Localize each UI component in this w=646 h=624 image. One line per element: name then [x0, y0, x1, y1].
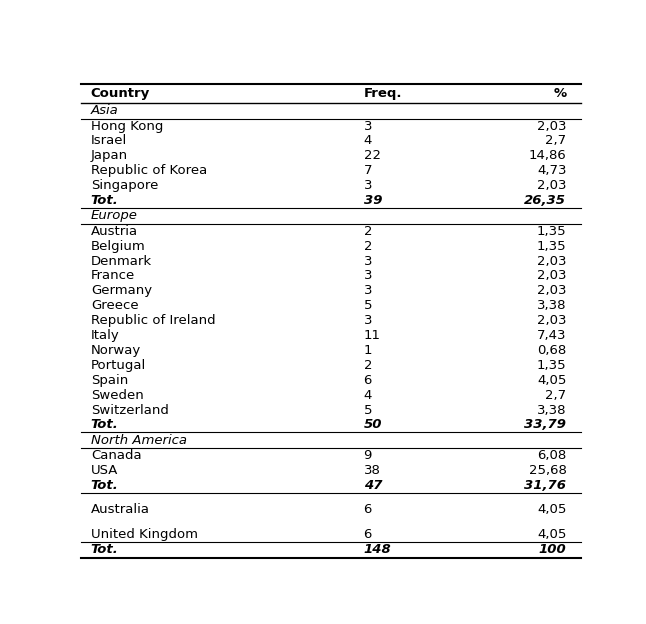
Text: 22: 22: [364, 149, 380, 162]
Text: 3: 3: [364, 285, 372, 298]
Text: %: %: [553, 87, 567, 100]
Text: Norway: Norway: [90, 344, 141, 357]
Text: 3: 3: [364, 314, 372, 327]
Text: 2: 2: [364, 225, 372, 238]
Text: Tot.: Tot.: [90, 544, 118, 557]
Text: 4,05: 4,05: [537, 528, 567, 541]
Text: 2,03: 2,03: [537, 120, 567, 132]
Text: Switzerland: Switzerland: [90, 404, 169, 416]
Text: 1,35: 1,35: [537, 359, 567, 372]
Text: 4,05: 4,05: [537, 374, 567, 387]
Text: Austria: Austria: [90, 225, 138, 238]
Text: Asia: Asia: [90, 104, 118, 117]
Text: 100: 100: [539, 544, 567, 557]
Text: 50: 50: [364, 419, 382, 431]
Text: Europe: Europe: [90, 210, 138, 222]
Text: 4: 4: [364, 134, 372, 147]
Text: 4,73: 4,73: [537, 164, 567, 177]
Text: Sweden: Sweden: [90, 389, 143, 402]
Text: Japan: Japan: [90, 149, 128, 162]
Text: 1,35: 1,35: [537, 240, 567, 253]
Text: 2,03: 2,03: [537, 179, 567, 192]
Text: 2,7: 2,7: [545, 389, 567, 402]
Text: 2,7: 2,7: [545, 134, 567, 147]
Text: 4,05: 4,05: [537, 504, 567, 517]
Text: Belgium: Belgium: [90, 240, 145, 253]
Text: 3,38: 3,38: [537, 404, 567, 416]
Text: 6: 6: [364, 504, 372, 517]
Text: North America: North America: [90, 434, 187, 447]
Text: United Kingdom: United Kingdom: [90, 528, 198, 541]
Text: 1,35: 1,35: [537, 225, 567, 238]
Text: 2,03: 2,03: [537, 314, 567, 327]
Text: Canada: Canada: [90, 449, 141, 462]
Text: Tot.: Tot.: [90, 479, 118, 492]
Text: 3: 3: [364, 255, 372, 268]
Text: Tot.: Tot.: [90, 419, 118, 431]
Text: 3: 3: [364, 120, 372, 132]
Text: 7: 7: [364, 164, 372, 177]
Text: 2: 2: [364, 359, 372, 372]
Text: 33,79: 33,79: [525, 419, 567, 431]
Text: 6: 6: [364, 528, 372, 541]
Text: 3: 3: [364, 179, 372, 192]
Text: Portugal: Portugal: [90, 359, 146, 372]
Text: 5: 5: [364, 404, 372, 416]
Text: 0,68: 0,68: [537, 344, 567, 357]
Text: 5: 5: [364, 300, 372, 312]
Text: Singapore: Singapore: [90, 179, 158, 192]
Text: Italy: Italy: [90, 329, 120, 342]
Text: 148: 148: [364, 544, 391, 557]
Text: Country: Country: [90, 87, 150, 100]
Text: Australia: Australia: [90, 504, 150, 517]
Text: 2: 2: [364, 240, 372, 253]
Text: USA: USA: [90, 464, 118, 477]
Text: 9: 9: [364, 449, 372, 462]
Text: 11: 11: [364, 329, 380, 342]
Text: Tot.: Tot.: [90, 194, 118, 207]
Text: Freq.: Freq.: [364, 87, 402, 100]
Text: 38: 38: [364, 464, 380, 477]
Text: 2,03: 2,03: [537, 270, 567, 283]
Text: 6,08: 6,08: [537, 449, 567, 462]
Text: 4: 4: [364, 389, 372, 402]
Text: Germany: Germany: [90, 285, 152, 298]
Text: 2,03: 2,03: [537, 255, 567, 268]
Text: 26,35: 26,35: [525, 194, 567, 207]
Text: 31,76: 31,76: [525, 479, 567, 492]
Text: 7,43: 7,43: [537, 329, 567, 342]
Text: 3: 3: [364, 270, 372, 283]
Text: Greece: Greece: [90, 300, 138, 312]
Text: Hong Kong: Hong Kong: [90, 120, 163, 132]
Text: 47: 47: [364, 479, 382, 492]
Text: 3,38: 3,38: [537, 300, 567, 312]
Text: 1: 1: [364, 344, 372, 357]
Text: Israel: Israel: [90, 134, 127, 147]
Text: 39: 39: [364, 194, 382, 207]
Text: Spain: Spain: [90, 374, 128, 387]
Text: Republic of Korea: Republic of Korea: [90, 164, 207, 177]
Text: Denmark: Denmark: [90, 255, 152, 268]
Text: 25,68: 25,68: [528, 464, 567, 477]
Text: France: France: [90, 270, 135, 283]
Text: Republic of Ireland: Republic of Ireland: [90, 314, 215, 327]
Text: 2,03: 2,03: [537, 285, 567, 298]
Text: 6: 6: [364, 374, 372, 387]
Text: 14,86: 14,86: [528, 149, 567, 162]
